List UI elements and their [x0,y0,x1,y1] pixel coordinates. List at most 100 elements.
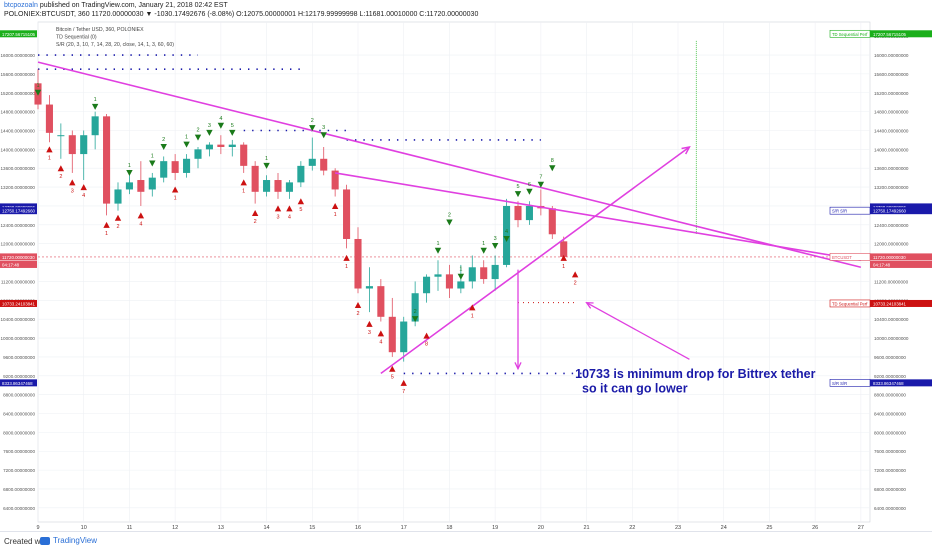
price-chart[interactable]: 16000.00000000 15600.00000000 15200.000000… [0,0,932,531]
left-price-label: 11720.00000030 [2,255,35,260]
buy-setup-triangle [354,302,362,309]
candle-body [320,158,328,171]
buy-setup-number: 1 [345,264,348,270]
publish-info: btcpozoaln published on TradingView.com,… [4,2,228,9]
buy-setup-triangle [171,186,179,193]
sell-setup-triangle [434,247,442,254]
candle-body [125,182,133,190]
tradingview-icon [40,536,50,545]
sell-setup-triangle [91,103,99,110]
sell-setup-triangle [194,134,202,141]
sell-setup-number: 2 [414,309,417,315]
left-y-tick-label: 16000.00000000 [1,53,36,58]
left-y-tick-label: 13200.00000000 [1,185,36,190]
buy-setup-triangle [286,205,293,212]
left-y-tick-label: 10000.00000000 [1,336,36,341]
author-link[interactable]: btcpozoaln [4,2,38,9]
candle-body [525,205,533,221]
buy-setup-number: 1 [174,195,177,201]
sell-setup-number: 1 [128,163,131,169]
tradingview-logo[interactable]: TradingView [40,536,97,545]
sell-setup-number: 1 [265,156,268,162]
candle-body [171,161,179,173]
left-price-label: 8333.86347468 [2,381,33,386]
buy-setup-triangle [560,254,567,261]
left-y-tick-label: 12400.00000000 [1,223,36,228]
left-price-label-bg [0,30,37,38]
left-y-tick-label: 14400.00000000 [1,128,36,133]
candle-body [137,180,145,192]
candle-body [114,189,122,204]
right-y-tick-label: 10000.00000000 [874,336,909,341]
candle-body [434,274,442,277]
candle-body [491,264,499,280]
x-tick-label: 22 [629,525,635,531]
publish-text: published on TradingView.com, January 21… [39,2,228,9]
right-price-label-bg [870,379,932,387]
candle-body [457,281,465,289]
x-tick-label: 23 [675,525,681,531]
right-y-tick-label: 9600.00000000 [874,355,906,360]
x-tick-label: 19 [492,525,498,531]
buy-setup-number: 3 [276,214,279,220]
sell-setup-number: 4 [505,229,508,235]
buy-setup-number: 1 [105,231,108,237]
right-price-label-bg [870,260,932,268]
sell-setup-triangle [549,165,556,172]
candle-body [423,276,431,294]
chart-legend-line: S/R (20, 3, 10, 7, 14, 28, 20, close, 14… [56,42,174,48]
right-series-name: TD Sequential Perf [832,32,868,37]
buy-setup-number: 2 [356,311,359,317]
buy-setup-number: 4 [379,339,382,345]
sell-setup-triangle [217,122,225,129]
buy-setup-number: 2 [116,224,119,230]
buy-setup-triangle [274,205,282,212]
buy-setup-number: 7 [402,389,405,395]
x-tick-label: 20 [538,525,544,531]
left-price-label-bg [0,299,37,307]
candle-body [308,158,316,166]
right-price-label-bg [870,203,932,211]
right-y-tick-label: 8000.00000000 [874,430,906,435]
right-y-tick-label: 15200.00000000 [874,91,909,96]
tradingview-brand: TradingView [53,536,98,545]
candle-body [57,135,65,137]
candle-body [228,144,236,147]
sell-setup-triangle [149,160,156,167]
right-price-label: 04:17:48 [873,262,891,267]
sell-setup-number: 2 [196,128,199,134]
sell-setup-triangle [537,181,545,188]
buy-setup-triangle [297,198,305,205]
sell-setup-triangle [526,188,533,195]
symbol-line: POLONIEX:BTCUSDT, 360 11720.00000030 ▼ -… [4,11,479,18]
sell-setup-number: 2 [311,118,314,124]
sell-setup-number: 1 [482,241,485,247]
chart-legend-line: TD Sequential (0) [56,35,97,41]
left-y-tick-label: 13600.00000000 [1,166,36,171]
left-y-tick-label: 8400.00000000 [3,412,35,417]
x-tick-label: 14 [264,525,270,531]
x-tick-label: 13 [218,525,224,531]
right-y-tick-label: 7200.00000000 [874,468,906,473]
right-y-tick-label: 12000.00000000 [874,242,909,247]
buy-setup-number: 1 [242,188,245,194]
x-tick-label: 18 [446,525,452,531]
buy-setup-triangle [57,165,65,172]
candle-body [285,182,293,192]
candle-body [388,316,396,353]
right-y-tick-label: 6800.00000000 [874,487,906,492]
x-tick-label: 9 [36,525,39,531]
candle-body [400,321,408,353]
buy-setup-number: 4 [288,214,291,220]
sell-setup-number: 7 [539,175,542,181]
left-y-tick-label: 12000.00000000 [1,242,36,247]
x-tick-label: 11 [127,525,133,531]
buy-setup-triangle [69,179,76,186]
candle-body [148,177,156,190]
sell-setup-triangle [126,169,133,176]
sell-setup-number: 1 [94,97,97,103]
left-y-tick-label: 6800.00000000 [3,487,35,492]
left-price-label-bg [0,253,37,261]
right-series-name: S/R S/R [832,209,847,214]
candle-body [251,165,259,192]
